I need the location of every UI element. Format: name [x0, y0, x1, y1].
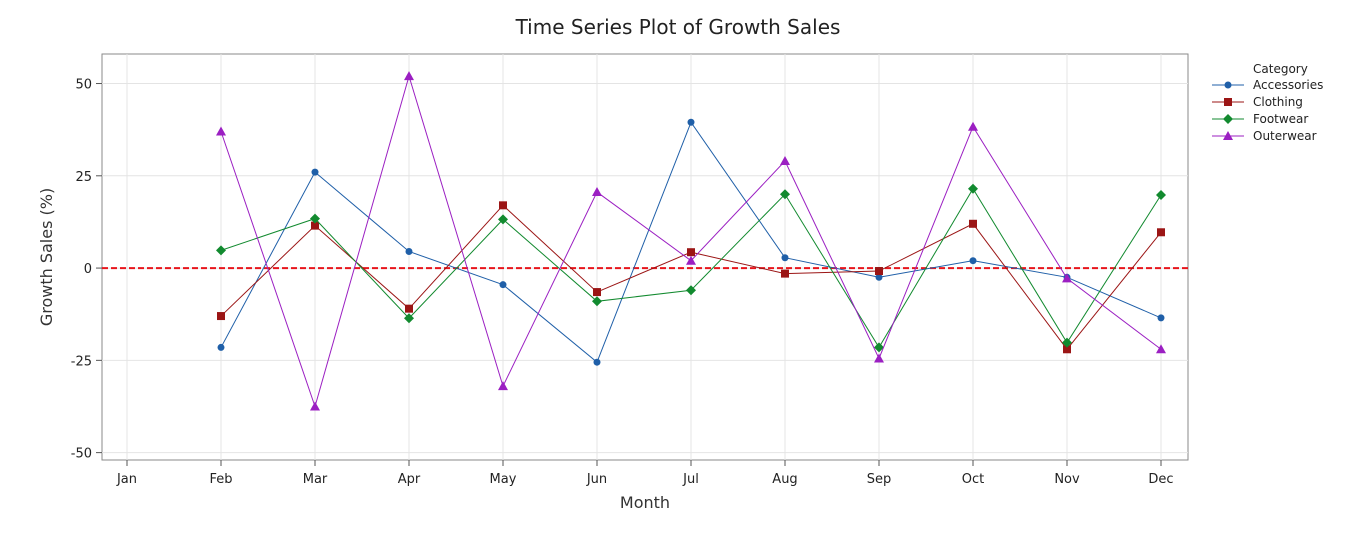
y-axis-ticks: -50 -25 0 25 50	[71, 78, 102, 462]
data-point-accessories	[593, 358, 601, 366]
data-point-footwear	[310, 213, 320, 224]
data-point-clothing	[781, 269, 789, 278]
data-point-outerwear	[874, 353, 884, 363]
data-point-clothing	[969, 219, 977, 228]
legend-marker	[1223, 114, 1233, 124]
plot-area	[101, 53, 1189, 461]
grid	[102, 54, 1188, 460]
data-point-clothing	[687, 248, 695, 257]
legend-label: Clothing	[1253, 95, 1303, 109]
legend-item-footwear: Footwear	[1212, 112, 1308, 126]
x-tick-label: Aug	[772, 472, 797, 487]
data-point-footwear	[1062, 337, 1072, 348]
x-tick-label: Apr	[398, 472, 421, 487]
data-point-outerwear	[310, 401, 320, 411]
data-point-outerwear	[498, 381, 508, 391]
chart-title: Time Series Plot of Growth Sales	[515, 15, 841, 39]
data-point-outerwear	[1062, 273, 1072, 283]
data-point-accessories	[311, 168, 319, 176]
y-tick-label: 50	[75, 78, 92, 93]
data-point-outerwear	[216, 126, 226, 136]
data-point-outerwear	[686, 255, 696, 265]
data-point-accessories	[217, 343, 225, 351]
data-point-footwear	[404, 313, 414, 324]
y-tick-label: -25	[71, 354, 92, 369]
data-point-footwear	[592, 296, 602, 307]
x-tick-label: Jun	[586, 472, 607, 487]
data-point-accessories	[875, 273, 883, 281]
data-point-accessories	[499, 281, 507, 289]
data-point-footwear	[686, 285, 696, 296]
legend-marker	[1224, 81, 1232, 89]
series-outerwear	[216, 71, 1166, 411]
data-point-footwear	[874, 342, 884, 353]
y-tick-label: 25	[75, 170, 92, 185]
data-point-accessories	[781, 254, 789, 262]
x-tick-label: Sep	[867, 472, 892, 487]
series-clothing	[217, 201, 1165, 354]
x-tick-label: Jan	[116, 472, 137, 487]
x-tick-label: Jul	[682, 472, 699, 487]
data-point-accessories	[1157, 314, 1165, 322]
data-point-clothing	[499, 201, 507, 210]
data-point-outerwear	[780, 156, 790, 166]
legend-marker	[1223, 131, 1233, 140]
data-point-footwear	[968, 183, 978, 194]
x-tick-label: Feb	[209, 472, 232, 487]
legend-label: Footwear	[1253, 112, 1308, 126]
data-point-clothing	[593, 288, 601, 297]
x-axis-ticks: Jan Feb Mar Apr May Jun Jul Aug Sep Oct Nov Dec	[116, 460, 1174, 487]
data-point-footwear	[498, 214, 508, 225]
data-point-footwear	[1156, 189, 1166, 200]
data-point-accessories	[405, 247, 413, 255]
y-tick-label: -50	[71, 447, 92, 462]
data-point-clothing	[875, 267, 883, 276]
series-footwear	[216, 183, 1166, 353]
data-point-accessories	[969, 257, 977, 265]
data-point-clothing	[405, 304, 413, 313]
legend-item-clothing: Clothing	[1212, 95, 1303, 109]
legend-label: Outerwear	[1253, 129, 1317, 143]
y-tick-label: 0	[84, 262, 92, 277]
data-point-clothing	[311, 221, 319, 230]
x-axis-title: Month	[620, 493, 670, 512]
legend-item-accessories: Accessories	[1212, 78, 1323, 92]
legend-item-outerwear: Outerwear	[1212, 129, 1317, 143]
data-point-clothing	[1157, 228, 1165, 237]
x-tick-label: May	[490, 472, 517, 487]
legend-title: Category	[1253, 62, 1308, 76]
data-point-outerwear	[1156, 344, 1166, 354]
legend-marker	[1224, 98, 1232, 106]
data-point-accessories	[687, 118, 695, 126]
data-point-footwear	[780, 189, 790, 200]
data-point-footwear	[216, 245, 226, 256]
x-tick-label: Mar	[303, 472, 328, 487]
data-point-outerwear	[592, 187, 602, 197]
series-group	[216, 71, 1166, 411]
x-tick-label: Oct	[962, 472, 984, 487]
legend-label: Accessories	[1253, 78, 1323, 92]
data-point-clothing	[1063, 345, 1071, 354]
x-tick-label: Nov	[1054, 472, 1080, 487]
data-point-outerwear	[968, 121, 978, 131]
legend: Category Accessories Clothing Footwear Oute…	[1212, 62, 1323, 143]
y-axis-title: Growth Sales (%)	[37, 188, 56, 326]
x-tick-label: Dec	[1148, 472, 1173, 487]
data-point-clothing	[217, 312, 225, 321]
data-point-outerwear	[404, 71, 414, 81]
